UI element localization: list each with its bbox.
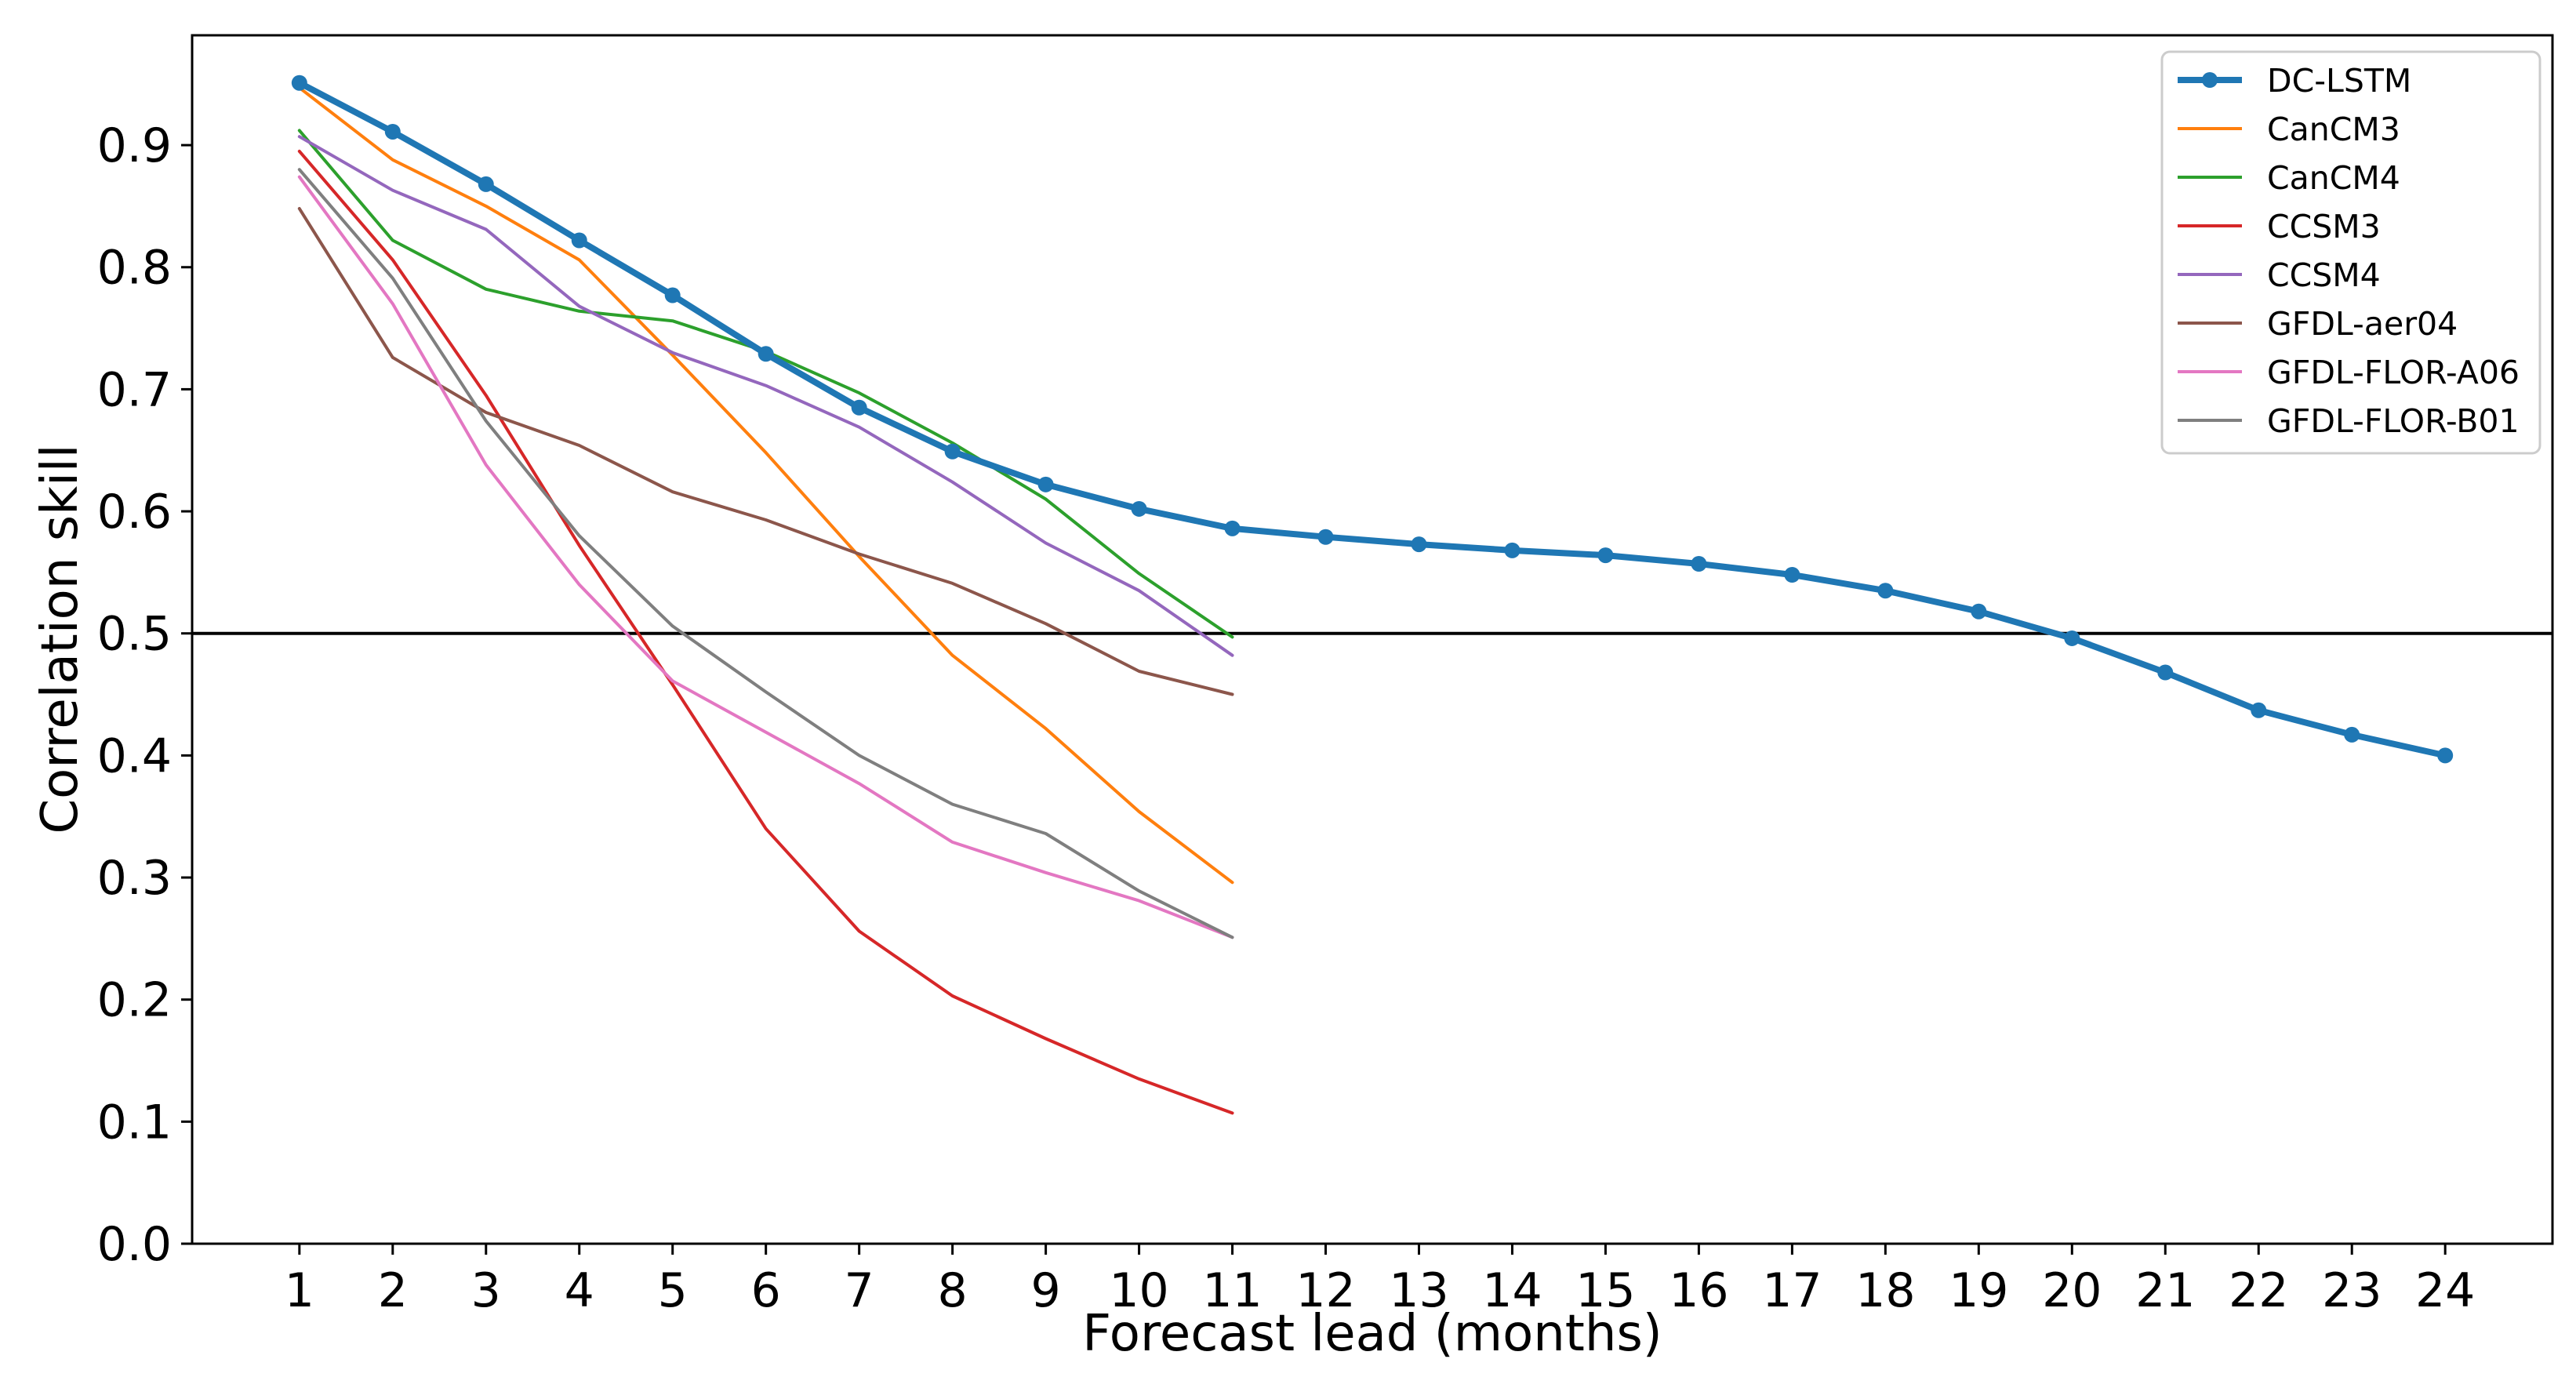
x-tick-label: 9 — [1031, 1263, 1061, 1318]
y-tick-label: 0.0 — [97, 1217, 172, 1272]
data-point-dc-lstm — [1411, 536, 1427, 553]
data-point-dc-lstm — [1037, 476, 1054, 492]
legend-box — [2160, 50, 2541, 455]
data-point-dc-lstm — [1317, 529, 1334, 545]
data-point-dc-lstm — [384, 123, 401, 140]
x-tick-label: 18 — [1855, 1263, 1915, 1318]
x-tick-label: 5 — [658, 1263, 688, 1318]
series-line-ccsm4 — [297, 135, 1234, 657]
x-tick-label: 23 — [2322, 1263, 2382, 1318]
x-tick-label: 2 — [378, 1263, 408, 1318]
legend-label: GFDL-FLOR-B01 — [2267, 402, 2520, 440]
legend-label: GFDL-aer04 — [2267, 305, 2458, 343]
y-tick-label: 0.3 — [97, 851, 172, 906]
x-tick-label: 14 — [1482, 1263, 1542, 1318]
data-point-dc-lstm — [851, 399, 867, 416]
series-layer — [192, 74, 2552, 1115]
x-tick-label: 11 — [1202, 1263, 1262, 1318]
data-point-dc-lstm — [944, 443, 961, 460]
x-tick-label: 19 — [1949, 1263, 2008, 1318]
legend-label: CanCM4 — [2267, 159, 2400, 197]
x-tick-label: 24 — [2415, 1263, 2475, 1318]
legend-label: CCSM4 — [2267, 256, 2381, 294]
x-tick-label: 13 — [1389, 1263, 1448, 1318]
data-point-dc-lstm — [1597, 547, 1614, 564]
legend: DC-LSTM CanCM3 CanCM4 CCSM3 CCSM4 GFDL-aer04 G… — [2160, 50, 2541, 455]
x-tick-label: 20 — [2042, 1263, 2102, 1318]
data-point-dc-lstm — [2064, 630, 2080, 646]
x-tick-label: 6 — [751, 1263, 781, 1318]
x-tick-label: 12 — [1295, 1263, 1355, 1318]
data-point-dc-lstm — [664, 287, 681, 303]
y-tick-label: 0.7 — [97, 362, 172, 417]
series-line-dc-lstm — [296, 79, 2449, 759]
series-line-gfdl-flor-a06 — [297, 175, 1234, 939]
y-tick-label: 0.9 — [97, 118, 172, 173]
x-tick-label: 15 — [1575, 1263, 1635, 1318]
legend-label: CanCM3 — [2267, 111, 2400, 148]
x-axis-label: Forecast lead (months) — [1082, 1305, 1662, 1363]
data-point-dc-lstm — [1691, 555, 1707, 572]
data-point-dc-lstm — [2344, 726, 2360, 743]
data-point-dc-lstm — [1971, 603, 1987, 620]
x-tick-label: 17 — [1762, 1263, 1822, 1318]
data-point-dc-lstm — [2251, 702, 2267, 718]
series-line-cancm3 — [297, 85, 1234, 885]
data-point-dc-lstm — [478, 176, 494, 192]
y-tick-label: 0.4 — [97, 729, 172, 783]
y-tick-label: 0.2 — [97, 973, 172, 1028]
data-point-dc-lstm — [571, 232, 587, 249]
legend-marker — [2202, 72, 2218, 88]
x-tick-label: 16 — [1669, 1263, 1728, 1318]
x-tick-label: 10 — [1109, 1263, 1168, 1318]
data-point-dc-lstm — [1877, 583, 1894, 599]
data-point-dc-lstm — [1504, 542, 1521, 558]
data-point-dc-lstm — [758, 346, 774, 362]
legend-label: CCSM3 — [2267, 208, 2381, 245]
series-line-ccsm3 — [297, 149, 1234, 1115]
y-tick-label: 0.5 — [97, 607, 172, 662]
series-line-gfdl-flor-b01 — [297, 168, 1234, 939]
data-point-dc-lstm — [291, 74, 307, 91]
x-tick-label: 7 — [845, 1263, 874, 1318]
x-tick-label: 22 — [2229, 1263, 2288, 1318]
y-axis-label: Correlation skill — [31, 445, 89, 834]
data-point-dc-lstm — [1784, 567, 1800, 583]
series-line-gfdl-aer04 — [297, 207, 1234, 696]
x-tick-label: 8 — [938, 1263, 968, 1318]
y-tick-label: 0.1 — [97, 1095, 172, 1150]
data-point-dc-lstm — [1224, 520, 1241, 536]
data-point-dc-lstm — [2437, 747, 2454, 764]
y-tick-label: 0.6 — [97, 485, 172, 540]
y-tick-label: 0.8 — [97, 241, 172, 296]
data-point-dc-lstm — [1131, 500, 1147, 517]
x-tick-label: 3 — [471, 1263, 501, 1318]
x-tick-label: 21 — [2135, 1263, 2195, 1318]
x-tick-label: 1 — [285, 1263, 314, 1318]
ticks-layer: 1 2 3 4 5 6 7 8 9 10 11 12 13 14 15 16 17 18 19 20 21 22 23 240… — [97, 118, 2476, 1318]
x-tick-label: 4 — [565, 1263, 594, 1318]
data-point-dc-lstm — [2157, 664, 2174, 681]
legend-label: GFDL-FLOR-A06 — [2267, 354, 2520, 391]
legend-label: DC-LSTM — [2267, 62, 2411, 100]
plot-frame — [191, 34, 2554, 1245]
